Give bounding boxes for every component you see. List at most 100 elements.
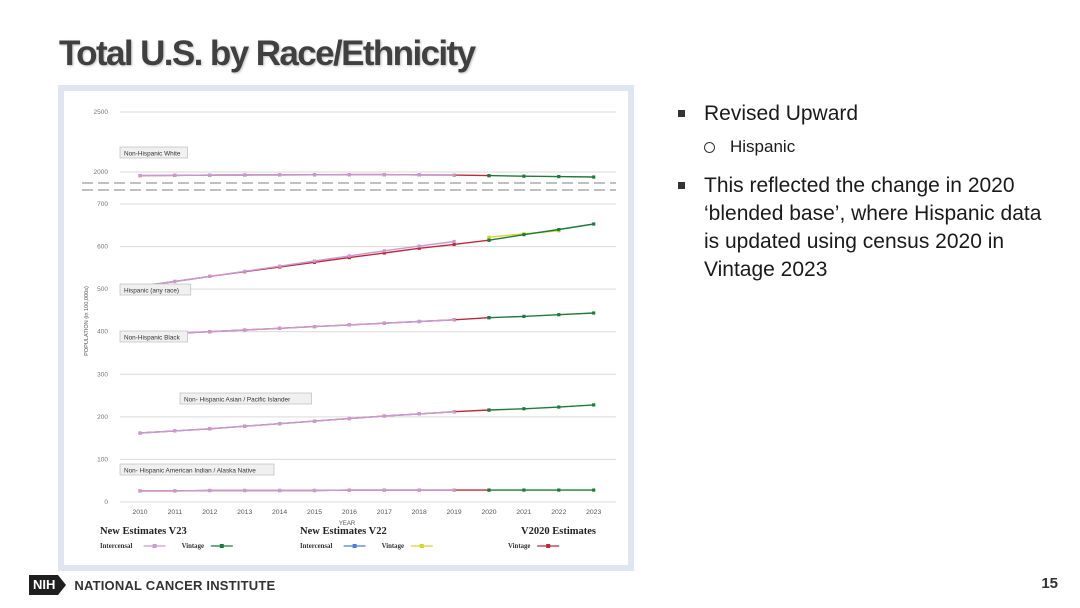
data-point: [557, 488, 561, 492]
data-point: [208, 330, 212, 334]
x-tick-label: 2019: [447, 509, 462, 516]
circle-bullet-icon: [704, 142, 715, 153]
legend-swatch-marker: [219, 544, 224, 548]
data-point: [382, 321, 386, 325]
data-point: [452, 239, 456, 244]
data-point: [382, 414, 386, 418]
y-tick-label: 100: [97, 456, 108, 463]
series-line: [488, 404, 594, 411]
footer: NIH NATIONAL CANCER INSTITUTE: [29, 574, 275, 596]
data-point: [592, 175, 596, 179]
data-point: [312, 259, 317, 263]
data-point: [312, 488, 317, 493]
x-tick-label: 2021: [516, 509, 531, 516]
data-point: [278, 173, 282, 177]
data-point: [138, 431, 142, 435]
population-line-chart: 2500 2000 0 100 200 300 400 500 600 700 2010 2011 20…: [82, 109, 616, 550]
data-point: [452, 410, 456, 414]
bullet-list: Revised Upward Hispanic This reflected t…: [676, 100, 1056, 294]
data-point: [173, 279, 177, 284]
data-point: [278, 264, 282, 268]
legend-swatch-marker: [546, 544, 551, 548]
group-label: Non-Hispanic White: [124, 151, 181, 158]
y-tick-label: 500: [97, 286, 108, 293]
data-point: [208, 274, 212, 278]
y-tick-label: 2000: [94, 169, 109, 176]
data-point: [487, 174, 491, 178]
data-point: [243, 424, 247, 428]
data-point: [138, 174, 142, 178]
data-point: [138, 489, 142, 493]
data-point: [208, 488, 212, 493]
data-point: [557, 227, 561, 232]
data-point: [243, 269, 247, 273]
data-point: [312, 419, 317, 423]
series-line: [139, 319, 455, 336]
data-point: [208, 427, 212, 431]
series-line: [488, 174, 594, 178]
data-point: [522, 314, 526, 318]
data-point: [347, 254, 351, 258]
data-point: [452, 318, 456, 322]
data-point: [452, 488, 456, 492]
page-number: 15: [1041, 575, 1058, 592]
y-tick-label: 0: [104, 499, 108, 506]
group-label: Non- Hispanic Asian / Pacific Islander: [184, 397, 291, 404]
data-point: [452, 242, 456, 247]
group-label-box: [119, 283, 192, 296]
x-tick-label: 2010: [132, 509, 147, 516]
legend-title: New Estimates V22: [300, 526, 387, 537]
data-point: [522, 407, 526, 411]
data-point: [592, 222, 596, 226]
x-tick-label: 2016: [342, 509, 357, 516]
data-point: [173, 429, 177, 433]
group-label-box: [179, 392, 312, 405]
data-point: [347, 256, 351, 260]
legend-item-label: Intercensal: [100, 543, 132, 550]
y-tick-label: 300: [97, 371, 108, 378]
data-point: [347, 488, 351, 492]
data-point: [557, 174, 561, 179]
data-point: [417, 244, 421, 248]
data-point: [347, 323, 351, 327]
x-tick-label: 2011: [168, 509, 183, 516]
group-label-box: [119, 463, 275, 476]
data-point: [592, 311, 596, 315]
x-tick-label: 2012: [202, 509, 217, 516]
data-point: [487, 235, 491, 239]
sub-bullet-text: Hispanic: [730, 137, 796, 156]
legend-item-label: Vintage: [182, 543, 204, 550]
x-tick-label: 2015: [307, 509, 322, 516]
series-line: [140, 489, 455, 492]
y-axis-label: POPULATION (in 100,000s): [84, 286, 90, 356]
data-point: [487, 408, 491, 412]
data-point: [208, 173, 212, 177]
legend-swatch-marker: [352, 544, 357, 548]
bullet-text: This reflected the change in 2020 ‘blend…: [704, 174, 1042, 281]
x-tick-label: 2020: [481, 509, 496, 516]
data-point: [382, 488, 386, 492]
data-point: [347, 416, 351, 421]
nih-logo: NIH: [29, 575, 59, 595]
data-point: [557, 405, 561, 409]
chart-panel: 2500 2000 0 100 200 300 400 500 600 700 2010 2011 20…: [64, 91, 628, 565]
y-tick-label: 700: [97, 201, 108, 208]
data-point: [487, 238, 491, 242]
y-tick-label: 2500: [94, 109, 109, 116]
legend-title: V2020 Estimates: [521, 526, 596, 537]
slide-title: Total U.S. by Race/Ethnicity: [59, 34, 476, 73]
legend-item-label: Vintage: [382, 543, 404, 550]
x-tick-label: 2018: [412, 509, 427, 516]
y-tick-label: 200: [97, 414, 108, 421]
data-point: [417, 319, 421, 324]
data-point: [522, 174, 526, 178]
sub-bullet-item: Hispanic: [676, 136, 1056, 158]
data-point: [417, 412, 421, 416]
data-point: [417, 246, 421, 250]
group-label: Non-Hispanic Black: [124, 335, 181, 342]
series-line: [139, 240, 455, 287]
series-line: [139, 411, 455, 434]
data-point: [382, 173, 386, 177]
data-point: [278, 422, 282, 426]
data-point: [312, 325, 317, 329]
